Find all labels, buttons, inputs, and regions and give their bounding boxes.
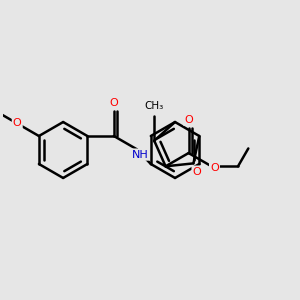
Text: O: O bbox=[13, 118, 22, 128]
Text: O: O bbox=[193, 167, 201, 177]
Text: NH: NH bbox=[132, 150, 149, 160]
Text: O: O bbox=[184, 115, 193, 125]
Text: O: O bbox=[110, 98, 118, 108]
Text: O: O bbox=[210, 163, 219, 173]
Text: CH₃: CH₃ bbox=[145, 101, 164, 111]
